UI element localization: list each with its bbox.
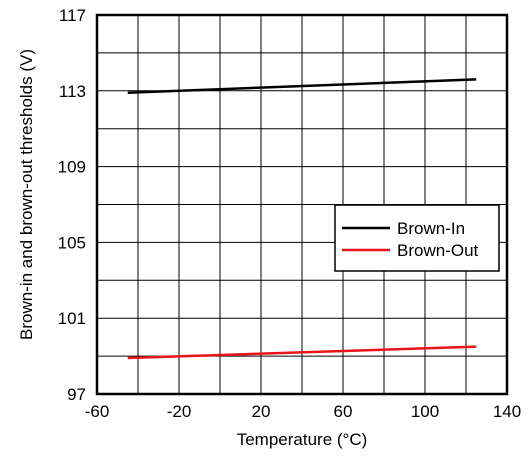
legend: Brown-In Brown-Out xyxy=(334,204,500,272)
series-line-brown-in xyxy=(127,78,477,94)
x-tick-label: 20 xyxy=(252,402,271,421)
legend-box xyxy=(334,204,500,272)
x-tick-label: -60 xyxy=(85,402,110,421)
y-tick-label: 109 xyxy=(58,158,86,177)
x-tick-label: 100 xyxy=(411,402,439,421)
legend-label: Brown-In xyxy=(397,219,465,238)
y-tick-label: 117 xyxy=(59,6,86,25)
data-series xyxy=(127,78,477,360)
x-tick-labels: -60 -20 20 60 100 140 xyxy=(85,402,521,421)
y-tick-label: 105 xyxy=(58,233,86,252)
legend-label: Brown-Out xyxy=(397,241,479,260)
y-axis-label: Brown-in and brown-out thresholds (V) xyxy=(17,49,36,340)
x-tick-label: -20 xyxy=(167,402,192,421)
plot-frame xyxy=(95,13,509,396)
x-axis-label: Temperature (°C) xyxy=(237,430,368,449)
series-line-brown-out xyxy=(127,345,477,360)
x-tick-label: 60 xyxy=(334,402,353,421)
y-tick-labels: 97 101 105 109 113 117 xyxy=(58,6,86,404)
y-tick-label: 101 xyxy=(58,309,86,328)
y-tick-label: 113 xyxy=(59,82,86,101)
x-tick-label: 140 xyxy=(493,402,521,421)
y-tick-label: 97 xyxy=(67,385,86,404)
